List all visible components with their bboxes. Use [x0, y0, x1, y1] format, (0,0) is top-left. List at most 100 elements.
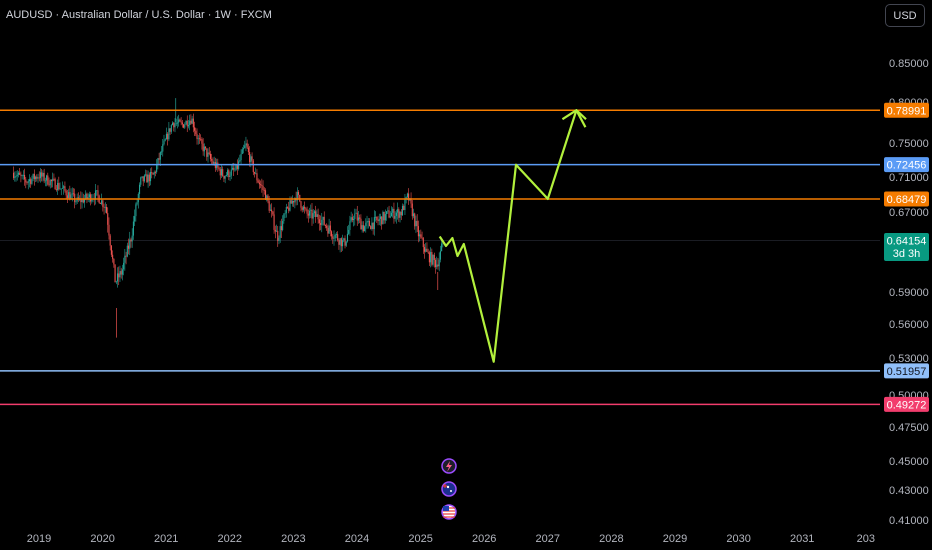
candle: [331, 230, 333, 240]
candle: [411, 200, 413, 220]
candle: [173, 122, 175, 132]
candle: [408, 188, 410, 205]
candle: [152, 172, 154, 175]
candle: [425, 242, 427, 253]
candle: [261, 178, 263, 193]
x-tick-label: 2022: [218, 533, 242, 545]
candle: [119, 265, 121, 282]
price-tag-label: 0.68479: [887, 194, 927, 206]
x-tick-label: 2027: [536, 533, 560, 545]
candle: [105, 204, 108, 214]
candle: [190, 114, 192, 126]
candle: [355, 208, 357, 214]
candle: [274, 225, 276, 239]
candle: [384, 209, 386, 224]
candle: [65, 189, 67, 200]
candle: [30, 177, 32, 188]
candle: [163, 134, 165, 146]
y-tick-label: 0.47500: [889, 422, 929, 434]
candle: [305, 207, 307, 212]
candle: [194, 121, 196, 137]
candle: [315, 205, 317, 223]
candle: [372, 222, 374, 235]
currency-button[interactable]: USD: [885, 4, 925, 27]
candle: [178, 114, 180, 127]
candle: [350, 211, 352, 223]
price-tag: 0.51957: [884, 363, 929, 379]
candle: [104, 202, 106, 213]
candle: [88, 191, 90, 203]
candle: [241, 147, 243, 155]
candle: [312, 208, 314, 224]
candle: [189, 114, 191, 131]
candle: [293, 200, 295, 207]
candle: [206, 148, 208, 161]
candle: [35, 175, 37, 182]
candle: [196, 128, 198, 145]
candle: [247, 143, 249, 155]
candle: [219, 167, 221, 180]
candle: [169, 128, 171, 135]
candlestick-series: [13, 98, 444, 338]
candle: [59, 182, 61, 190]
candle: [307, 209, 309, 223]
x-tick-label: 2029: [663, 533, 687, 545]
candle: [302, 204, 304, 212]
candle: [328, 218, 330, 234]
y-tick-label: 0.59000: [889, 287, 929, 299]
candle: [120, 267, 122, 279]
candle: [22, 170, 24, 180]
candle: [50, 179, 53, 188]
candle: [389, 211, 391, 219]
candle: [81, 192, 83, 209]
candle: [414, 212, 416, 230]
candle: [353, 215, 355, 227]
candle: [437, 257, 439, 270]
candle: [256, 169, 258, 184]
candle: [264, 188, 267, 201]
candle: [433, 252, 435, 268]
candle: [410, 192, 412, 208]
price-tag-label: 0.51957: [887, 366, 927, 378]
lightning-event-icon[interactable]: [441, 458, 457, 474]
price-tags: 0.78991 0.72456 0.68479 0.51957 0.49272 0.641…: [884, 102, 929, 412]
candle: [109, 233, 111, 251]
candle: [244, 140, 246, 149]
candle: [223, 175, 225, 183]
us-flag-icon[interactable]: [441, 504, 457, 520]
projection-path[interactable]: [438, 109, 587, 363]
candle: [351, 213, 353, 223]
candle: [41, 168, 43, 182]
australia-flag-icon[interactable]: [441, 481, 457, 497]
candle: [383, 211, 385, 224]
candle: [153, 170, 155, 179]
candle: [271, 203, 273, 218]
price-tag-label: 0.64154: [887, 235, 927, 247]
horizontal-levels: [0, 109, 880, 406]
candle: [266, 194, 268, 202]
candle: [343, 237, 345, 243]
candle: [321, 213, 323, 233]
candle: [252, 158, 254, 176]
candle: [296, 187, 298, 206]
candle: [420, 229, 422, 239]
x-tick-label: 2031: [790, 533, 814, 545]
candle: [326, 223, 328, 231]
candle: [246, 139, 248, 150]
candle: [260, 180, 262, 189]
candle: [47, 172, 49, 186]
candle: [427, 248, 429, 254]
candle: [218, 166, 220, 171]
candle: [332, 234, 334, 244]
candle: [66, 189, 68, 204]
candle: [229, 171, 231, 182]
candle: [333, 230, 335, 246]
candle: [400, 209, 402, 221]
candle: [371, 217, 373, 231]
candle: [344, 235, 346, 249]
candle: [368, 218, 371, 227]
candle: [31, 175, 33, 186]
candle: [146, 170, 148, 183]
candle: [114, 264, 116, 283]
